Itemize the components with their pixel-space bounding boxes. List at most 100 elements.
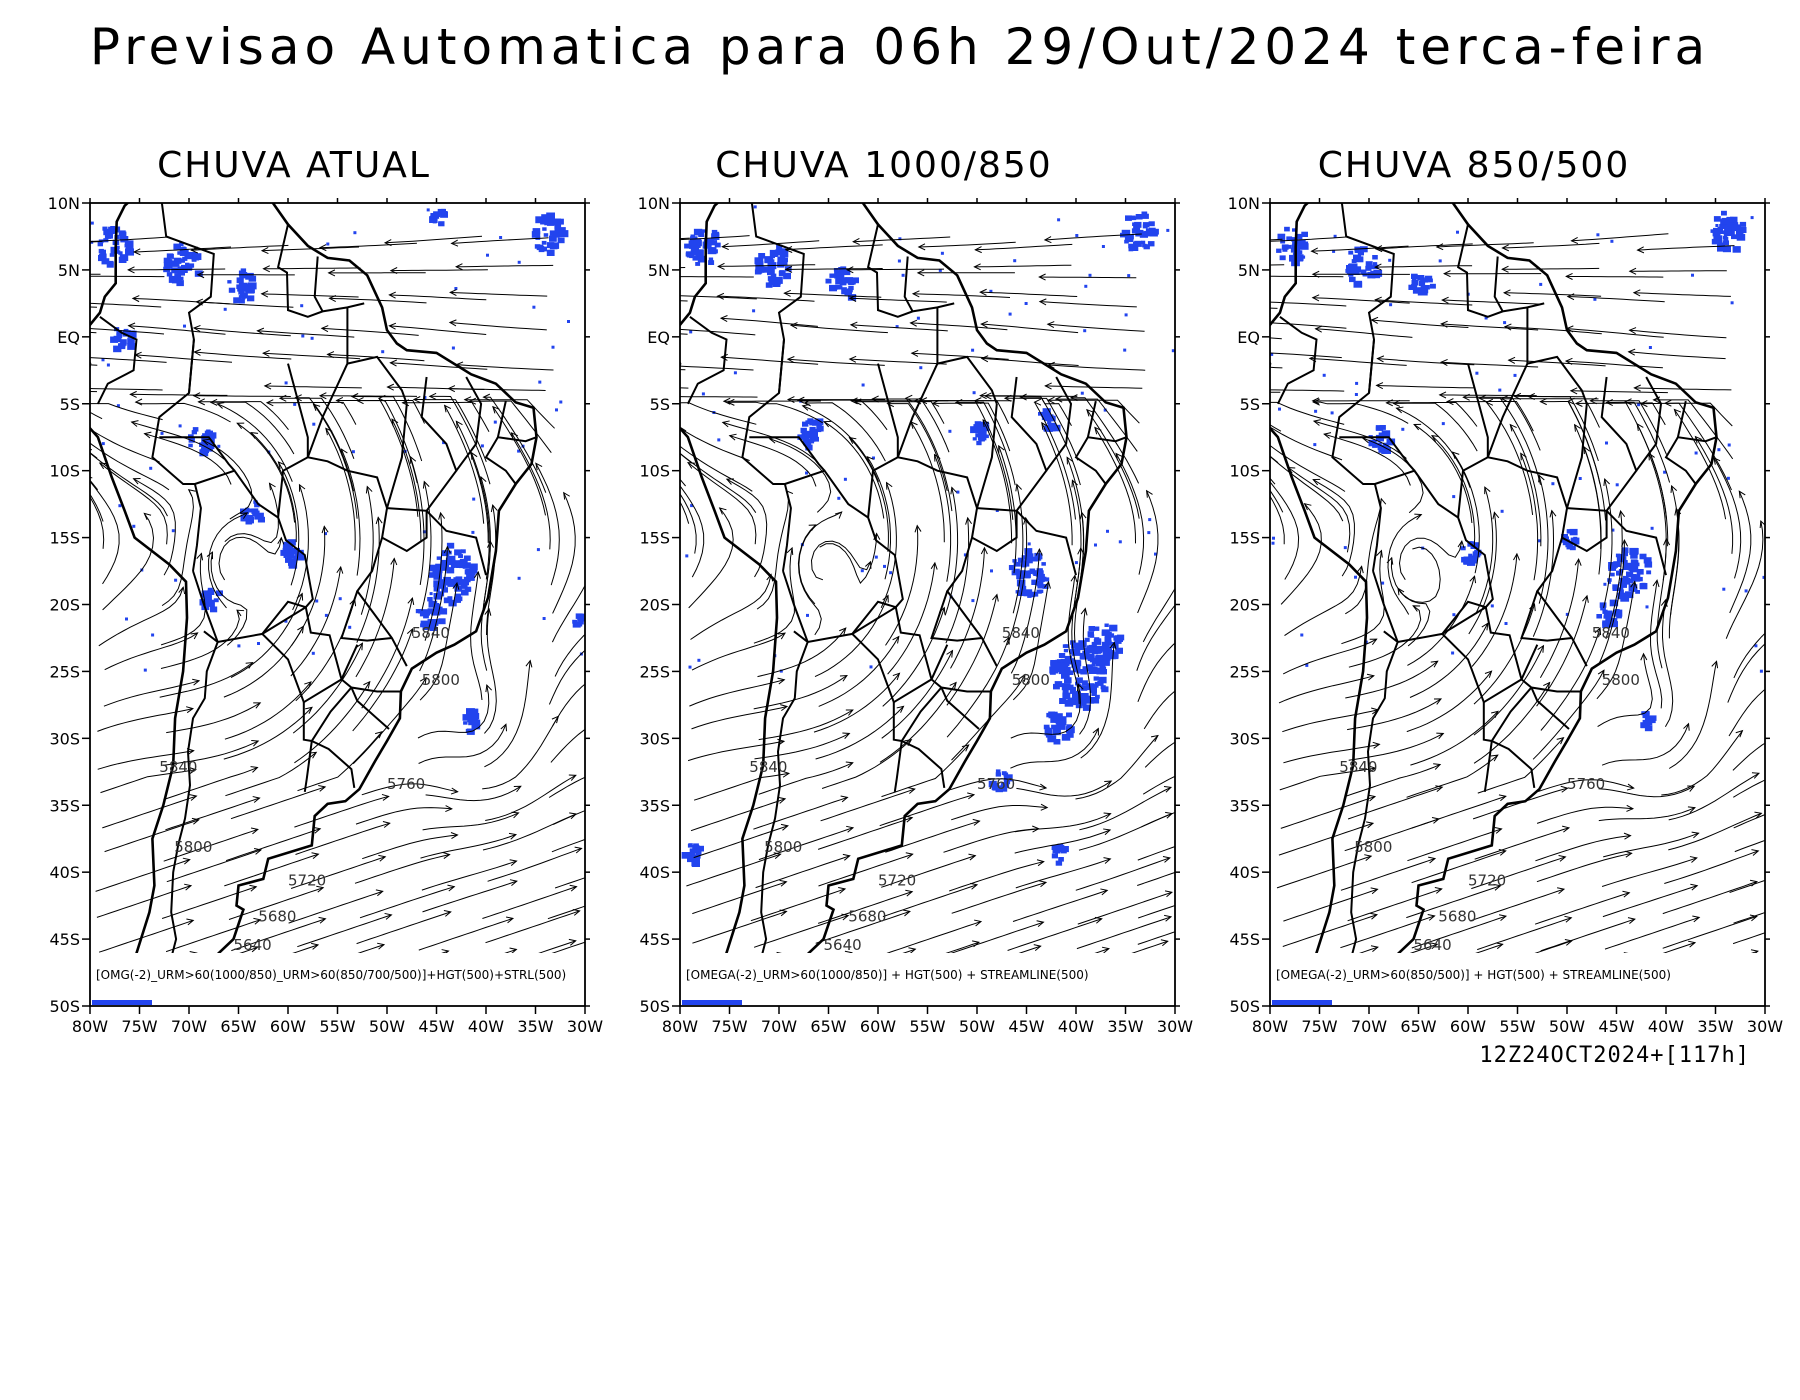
precip-cell	[695, 249, 704, 257]
lat-tick-label: 10S	[639, 462, 670, 481]
streamline-arrow	[904, 394, 913, 402]
streamline-arrow	[980, 320, 988, 328]
streamline	[1345, 660, 1439, 699]
streamline-arrow	[946, 649, 954, 658]
streamline	[1309, 357, 1407, 366]
precip-cell	[427, 619, 436, 626]
streamline	[102, 795, 197, 829]
streamline	[726, 478, 768, 578]
precip-cell	[1731, 234, 1737, 240]
precip-cell	[208, 432, 217, 439]
precip-cell	[776, 244, 783, 250]
south-america-coastline	[1270, 203, 1718, 953]
precip-speck	[1456, 230, 1459, 234]
precip-cell	[433, 572, 443, 580]
streamline	[1475, 486, 1494, 613]
streamline	[1047, 323, 1145, 332]
streamline-arrow	[250, 827, 259, 835]
precip-cell	[550, 242, 560, 249]
precip-cell	[1730, 216, 1738, 223]
precip-cell	[554, 223, 562, 230]
precip-cell	[1031, 556, 1038, 562]
streamline-arrow	[265, 399, 274, 407]
streamline-arrow	[127, 266, 135, 274]
political-border	[687, 315, 728, 405]
streamline-arrow	[848, 294, 857, 302]
streamline	[1079, 786, 1172, 831]
precip-speck	[454, 287, 458, 290]
precip-speck	[1593, 297, 1597, 301]
precip-speck	[324, 613, 328, 617]
lat-tick-label: 5N	[648, 261, 670, 280]
precip-cell	[994, 783, 1000, 787]
lon-tick-label: 60W	[1450, 1017, 1486, 1036]
streamline-arrow	[1495, 942, 1504, 950]
precip-cell	[1012, 559, 1017, 563]
streamline	[1390, 557, 1431, 647]
streamline-arrow	[980, 355, 989, 363]
precip-cell	[440, 562, 446, 566]
streamline-arrow	[982, 419, 990, 427]
precip-cell	[767, 276, 774, 281]
lat-tick-label: 10N	[638, 194, 670, 213]
streamline	[163, 740, 259, 766]
streamline-arrow	[631, 706, 638, 712]
streamline	[1080, 642, 1115, 759]
precip-cell	[173, 257, 182, 264]
streamline	[1540, 401, 1601, 485]
streamline	[1141, 811, 1175, 828]
streamline	[131, 421, 225, 460]
streamline-arrow	[1749, 914, 1758, 922]
streamline-arrow	[597, 531, 603, 538]
precip-cell	[1418, 281, 1426, 287]
streamline-arrow	[1566, 293, 1575, 301]
precip-cell	[1109, 624, 1118, 632]
streamline	[1727, 643, 1765, 703]
precip-cell	[685, 251, 692, 256]
political-border	[420, 376, 458, 512]
streamline	[802, 405, 880, 482]
streamline-arrow	[1109, 641, 1117, 650]
streamline	[881, 650, 953, 739]
precip-cell	[441, 208, 446, 213]
precip-cell	[454, 593, 461, 599]
precip-speck	[301, 334, 305, 338]
precip-speck	[919, 366, 923, 370]
streamline-arrow	[5, 242, 11, 248]
streamline-arrow	[653, 238, 659, 244]
precip-cell	[1036, 568, 1043, 574]
lon-tick-label: 35W	[517, 1017, 553, 1036]
streamline	[687, 740, 785, 762]
streamline-arrow	[294, 394, 302, 402]
political-border	[940, 687, 980, 730]
streamline	[551, 838, 585, 853]
streamline	[1324, 433, 1411, 486]
precip-speck	[1551, 482, 1555, 486]
streamline	[420, 834, 517, 859]
height-contour-label: 5720	[288, 872, 326, 890]
lon-tick-label: 75W	[121, 1017, 157, 1036]
precip-cell	[1472, 551, 1481, 558]
lat-tick-label: 5S	[1240, 395, 1260, 414]
run-info: 12Z24OCT2024+[117h]	[1479, 1043, 1750, 1068]
precip-speck	[990, 569, 993, 573]
streamline	[821, 739, 912, 789]
precip-cell	[692, 860, 700, 867]
precip-cell	[247, 514, 254, 520]
precip-cell	[1411, 279, 1419, 286]
streamline-arrow	[896, 705, 905, 713]
streamline	[680, 267, 686, 269]
precip-cell	[1096, 667, 1105, 675]
streamline	[722, 240, 820, 248]
precip-cell	[113, 335, 122, 343]
precip-speck	[690, 504, 694, 508]
streamline	[1673, 409, 1727, 520]
precip-cell	[1725, 218, 1731, 223]
streamline	[104, 632, 198, 671]
streamline-arrow	[1192, 570, 1198, 577]
streamline	[1012, 581, 1049, 701]
streamline-arrow	[1434, 887, 1443, 894]
streamline-arrow	[1738, 490, 1746, 499]
streamline-arrow	[441, 949, 450, 953]
precip-cell	[1723, 229, 1732, 236]
